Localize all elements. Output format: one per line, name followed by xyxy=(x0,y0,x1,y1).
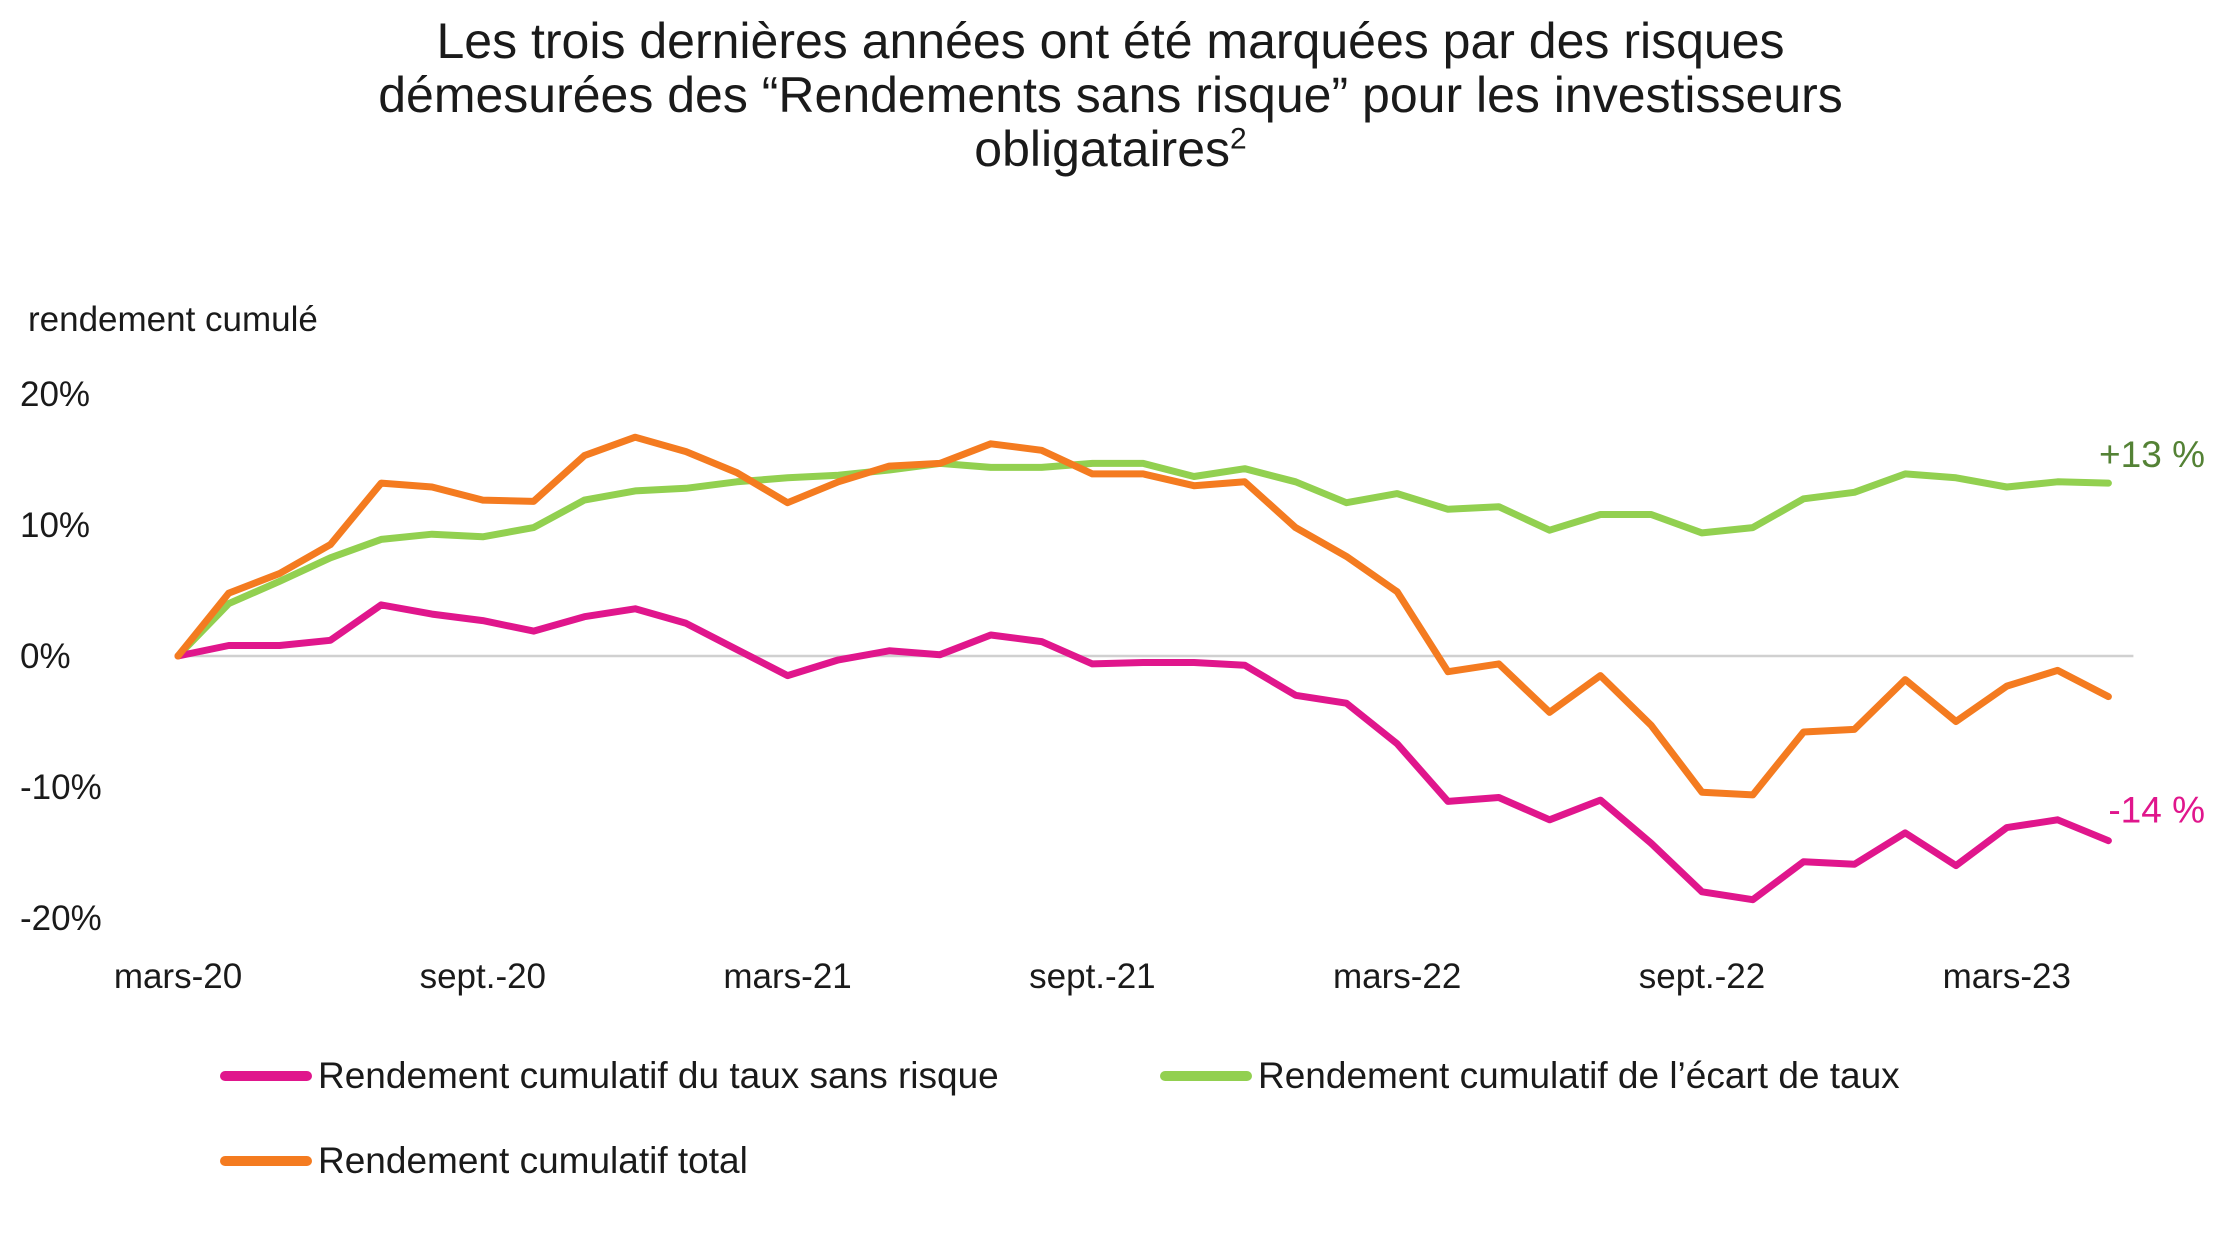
legend-item: Rendement cumulatif total xyxy=(220,1140,748,1182)
series-line xyxy=(174,459,2112,660)
x-tick-label: sept.-21 xyxy=(1029,957,1155,996)
legend-swatch xyxy=(1160,1071,1252,1081)
chart-title-line-3: obligataires2 xyxy=(0,122,2221,176)
y-tick-label: -20% xyxy=(20,899,102,938)
x-tick-label: sept.-20 xyxy=(420,957,546,996)
series-end-label: -14 % xyxy=(2108,790,2205,831)
x-tick-label: mars-23 xyxy=(1943,957,2071,996)
legend-item: Rendement cumulatif de l’écart de taux xyxy=(1160,1055,1900,1097)
x-tick-label: mars-20 xyxy=(114,957,242,996)
series-line xyxy=(174,433,2112,799)
series-end-label: +13 % xyxy=(2099,434,2205,475)
legend-label: Rendement cumulatif du taux sans risque xyxy=(318,1055,999,1096)
legend-swatch xyxy=(220,1071,312,1081)
x-tick-label: mars-22 xyxy=(1333,957,1461,996)
y-axis-label: rendement cumulé xyxy=(28,300,318,339)
y-tick-label: 0% xyxy=(20,637,71,676)
legend-item: Rendement cumulatif du taux sans risque xyxy=(220,1055,999,1097)
x-tick-label: sept.-22 xyxy=(1639,957,1765,996)
chart-title-line-2: démesurées des “Rendements sans risque” … xyxy=(378,67,1843,123)
chart-title: Les trois dernières années ont été marqu… xyxy=(0,14,2221,176)
chart-title-line-3-text: obligataires xyxy=(974,121,1231,177)
footnote-marker: 2 xyxy=(1230,122,1247,156)
y-tick-label: -10% xyxy=(20,768,102,807)
line-chart: 20% 10% 0% -10% -20% mars-20 sept.-20 mars-21 se… xyxy=(20,375,2205,996)
legend-swatch xyxy=(220,1156,312,1166)
chart-title-line-1: Les trois dernières années ont été marqu… xyxy=(436,13,1785,69)
legend-label: Rendement cumulatif de l’écart de taux xyxy=(1258,1055,1900,1096)
series-line xyxy=(174,601,2112,904)
x-tick-label: mars-21 xyxy=(723,957,851,996)
y-tick-label: 10% xyxy=(20,506,90,545)
y-tick-label: 20% xyxy=(20,375,90,414)
legend-label: Rendement cumulatif total xyxy=(318,1140,748,1181)
